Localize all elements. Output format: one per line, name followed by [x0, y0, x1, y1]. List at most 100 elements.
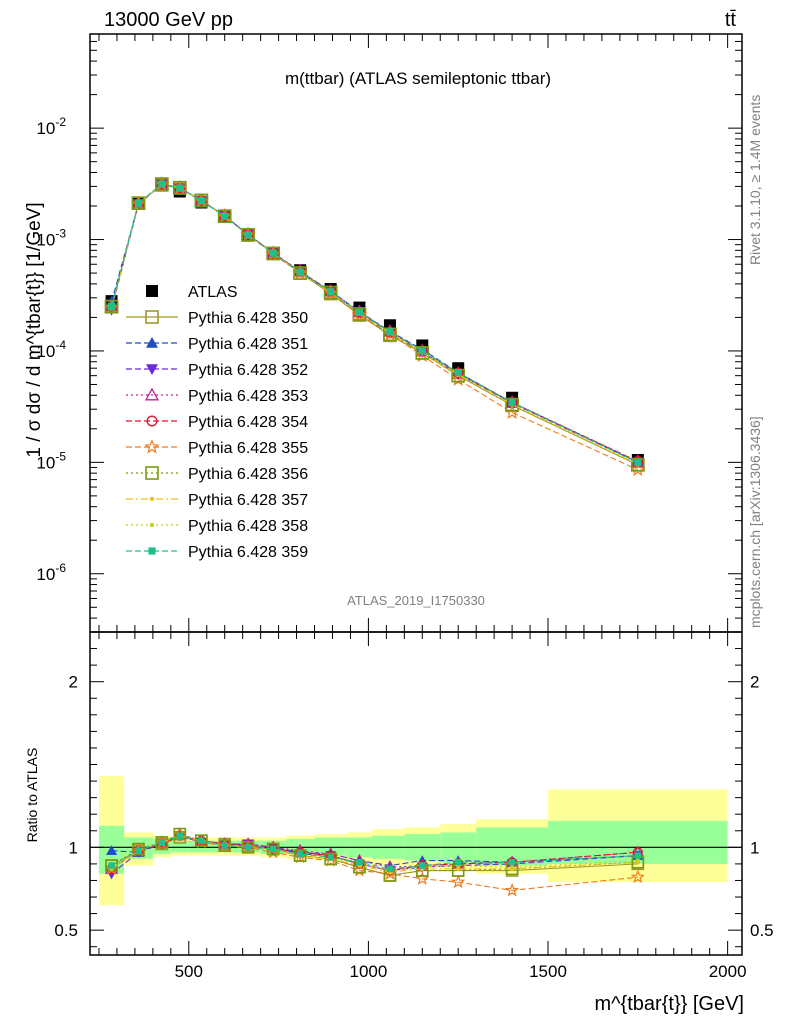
data-point: [104, 299, 119, 314]
data-point: [415, 346, 430, 360]
data-point: [508, 398, 516, 407]
data-point: [149, 496, 155, 502]
data-point: [107, 303, 116, 311]
data-point: [217, 209, 232, 224]
data-point: [454, 858, 462, 866]
data-point: [146, 364, 158, 375]
data-point: [155, 836, 169, 849]
legend-item: Pythia 6.428 358: [126, 518, 308, 535]
series-355: [104, 176, 646, 477]
data-point: [293, 266, 307, 280]
data-point: [265, 246, 281, 261]
x-axis-label: m^{tbar{t}} [GeV]: [595, 993, 744, 1015]
legend-label: Pythia 6.428 358: [188, 518, 308, 535]
y-tick-label: 10-2: [36, 115, 66, 138]
data-point: [145, 466, 159, 480]
data-point: [244, 844, 252, 851]
legend-item: Pythia 6.428 350: [126, 310, 308, 327]
data-point: [505, 882, 520, 897]
data-point: [630, 869, 645, 884]
legend: ATLAS Pythia 6.428 350 Pythia 6.428 351 Pyt…: [126, 284, 308, 561]
data-point: [451, 874, 466, 889]
data-point: [508, 858, 516, 866]
data-point: [269, 249, 277, 257]
data-point: [292, 265, 308, 280]
data-point: [106, 845, 118, 856]
y-tick-label: 2: [750, 673, 759, 692]
data-point: [296, 850, 304, 858]
data-point: [324, 852, 337, 866]
data-point: [454, 368, 462, 377]
data-point: [327, 853, 334, 861]
data-point: [244, 231, 252, 239]
mcplots-label: mcplots.cern.ch [arXiv:1306.3436]: [747, 416, 763, 628]
x-tick-label: 2000: [709, 962, 747, 981]
ratio-y-label: Ratio to ATLAS: [24, 748, 40, 843]
analysis-watermark: ATLAS_2019_I1750330: [347, 593, 485, 608]
data-point: [355, 308, 364, 316]
data-point: [383, 327, 397, 342]
legend-label: Pythia 6.428 355: [188, 440, 308, 457]
ratio-frame: [89, 631, 743, 956]
data-point: [221, 842, 229, 849]
data-point: [509, 865, 515, 870]
band-inner: [314, 837, 347, 856]
data-point: [173, 827, 187, 841]
data-point: [176, 184, 184, 192]
data-point: [198, 837, 205, 845]
data-point: [293, 849, 307, 862]
series-line: [111, 183, 639, 462]
data-point: [505, 397, 519, 412]
legend-item: Pythia 6.428 353: [126, 387, 308, 405]
data-point: [146, 337, 158, 348]
legend-label: Pythia 6.428 351: [188, 336, 308, 353]
data-point: [194, 834, 209, 849]
data-point: [241, 228, 255, 242]
series-line: [111, 183, 639, 465]
band-inner: [170, 840, 189, 853]
y-tick-label: 1: [750, 838, 759, 857]
data-point: [630, 461, 646, 477]
y-tick-label: 0.5: [54, 921, 78, 940]
legend-item: ATLAS: [146, 284, 238, 301]
legend-item: Pythia 6.428 352: [126, 362, 308, 379]
data-point: [134, 199, 143, 207]
ratio-line: [111, 833, 638, 877]
data-point: [148, 547, 156, 555]
legend-item: Pythia 6.428 359: [126, 544, 308, 561]
x-axis: 500 1000 1500 2000: [98, 34, 747, 981]
legend-label: Pythia 6.428 357: [188, 492, 308, 509]
legend-item: Pythia 6.428 356: [126, 466, 308, 483]
data-point: [194, 193, 209, 208]
y-tick-label: 2: [69, 673, 78, 692]
data-point: [634, 458, 642, 466]
x-tick-label: 1500: [529, 962, 567, 981]
ratio-panel: Ratio to ATLAS m^{tbar{t}} [GeV]: [24, 748, 744, 1015]
energy-label: 13000 GeV pp: [104, 9, 233, 31]
data-point: [456, 866, 461, 872]
main-y-label: 1 / σ dσ / d m^{tbar{t}} [1/GeV]: [24, 202, 45, 457]
data-point: [146, 285, 158, 297]
ratio-line: [111, 835, 638, 867]
data-point: [269, 845, 277, 853]
legend-label: ATLAS: [188, 284, 238, 301]
x-tick-label: 1000: [349, 962, 387, 981]
data-point: [174, 182, 186, 194]
data-point: [144, 439, 160, 454]
data-point: [327, 288, 335, 296]
data-point: [108, 862, 115, 869]
data-point: [146, 415, 158, 427]
data-point: [149, 522, 155, 528]
series-359: [107, 180, 642, 466]
process-label: tt̄: [725, 9, 737, 31]
data-point: [352, 307, 367, 321]
data-point: [323, 285, 338, 300]
legend-label: Pythia 6.428 359: [188, 544, 308, 561]
legend-item: Pythia 6.428 351: [126, 336, 308, 353]
data-point: [635, 858, 641, 863]
data-point: [382, 866, 397, 880]
main-series: [104, 176, 646, 477]
data-point: [158, 180, 166, 188]
main-title: m(ttbar) (ATLAS semileptonic ttbar): [285, 69, 551, 88]
